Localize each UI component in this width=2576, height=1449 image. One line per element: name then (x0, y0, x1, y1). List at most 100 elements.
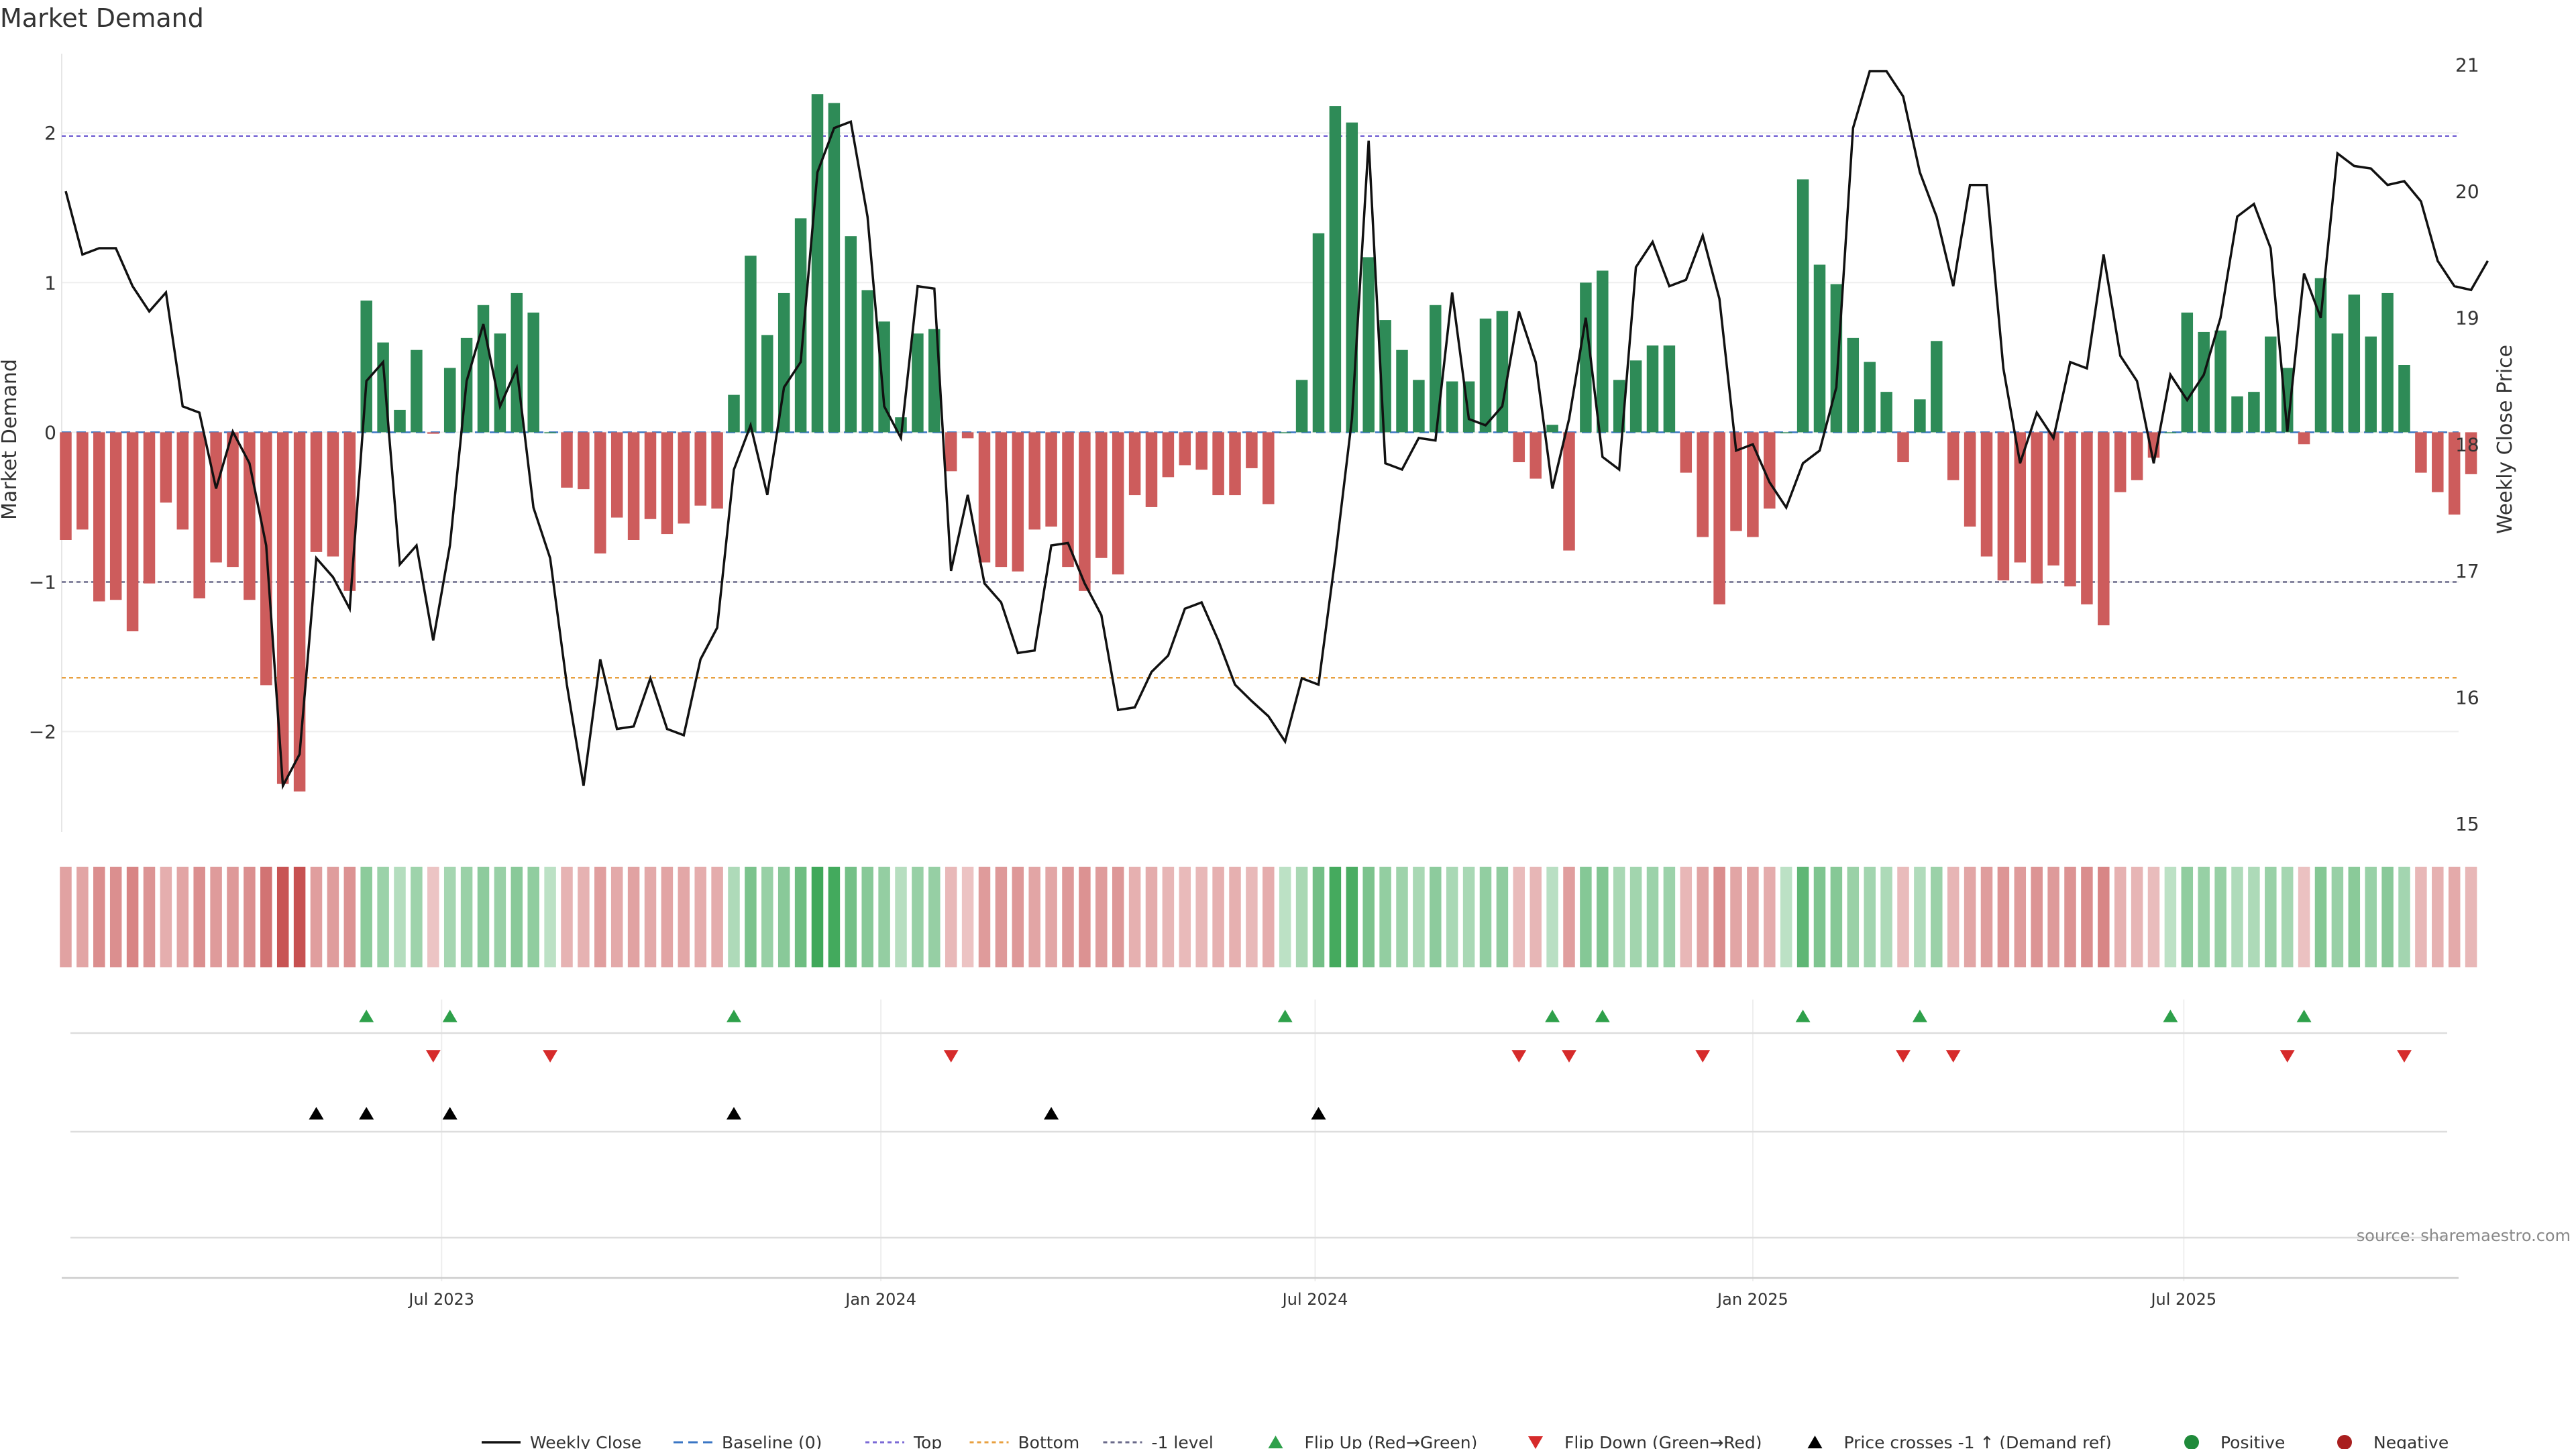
demand-bar (544, 432, 556, 433)
demand-bar (594, 432, 606, 554)
heat-cell (527, 867, 539, 967)
heat-cell (60, 867, 72, 967)
legend-swatch-triangle-up (1807, 1436, 1823, 1448)
heat-cell (1563, 867, 1575, 967)
y2-axis-label: Weekly Close Price (2493, 345, 2517, 534)
demand-bar (1864, 362, 1876, 433)
heat-cell (443, 867, 456, 967)
legend-item: -1 level (1103, 1433, 1214, 1449)
heat-cell (2314, 867, 2327, 967)
demand-bar (578, 432, 590, 490)
demand-bar (745, 256, 757, 433)
heat-cell (1195, 867, 1208, 967)
demand-bar (1045, 432, 1057, 527)
demand-bar (1312, 233, 1325, 433)
demand-bar (1529, 432, 1542, 479)
legend-label: Top (913, 1433, 942, 1449)
heat-cell (2398, 867, 2410, 967)
heat-cell (694, 867, 706, 967)
heat-cell (1646, 867, 1659, 967)
demand-bar (1329, 106, 1342, 433)
heat-cell (945, 867, 957, 967)
heat-cell (594, 867, 606, 967)
heat-cell (343, 867, 356, 967)
y2-axis-ticks: 15 16 17 18 19 20 21 (2455, 54, 2479, 835)
heat-cell (93, 867, 105, 967)
heat-cell (193, 867, 205, 967)
demand-bar (1479, 318, 1492, 433)
demand-bars (60, 94, 2477, 792)
heat-cell (1997, 867, 2010, 967)
legend-item: Baseline (0) (674, 1433, 822, 1449)
demand-bar (1680, 432, 1693, 473)
demand-bar (1546, 425, 1558, 433)
heat-cell (928, 867, 941, 967)
x-tick-label: Jul 2023 (407, 1290, 474, 1309)
demand-bar (1396, 350, 1408, 433)
heat-cell (2047, 867, 2059, 967)
demand-bar (1646, 345, 1659, 433)
heat-cell (745, 867, 757, 967)
heat-cell (1663, 867, 1676, 967)
demand-bar (694, 432, 706, 506)
heat-cell (2331, 867, 2344, 967)
demand-bar (2014, 432, 2027, 563)
demand-bar (1062, 432, 1074, 568)
demand-bar (2064, 432, 2076, 587)
heat-cell (2231, 867, 2243, 967)
heat-cell (1212, 867, 1224, 967)
demand-bar (2198, 331, 2210, 433)
heat-cell (777, 867, 790, 967)
heat-cell (276, 867, 289, 967)
demand-bar (2398, 365, 2410, 433)
demand-bar (1697, 432, 1709, 537)
demand-bar (828, 103, 841, 433)
heat-cell (2415, 867, 2427, 967)
legend-label: Weekly Close (530, 1433, 641, 1449)
demand-bar (210, 432, 222, 563)
demand-bar (2265, 336, 2277, 433)
heat-cell (76, 867, 89, 967)
demand-bar (2298, 432, 2310, 445)
demand-bar (327, 432, 339, 557)
heat-cell (1980, 867, 1993, 967)
heat-cell (811, 867, 824, 967)
demand-bar (1880, 392, 1892, 433)
demand-bar (1446, 381, 1458, 433)
heat-cell (1179, 867, 1191, 967)
heat-cell (544, 867, 556, 967)
heat-cell (1597, 867, 1609, 967)
demand-bar (1980, 432, 1993, 557)
heat-cell (2432, 867, 2444, 967)
demand-bar (2081, 432, 2093, 604)
legend-item: Flip Down (Green→Red) (1528, 1433, 1762, 1449)
heat-cell (2198, 867, 2210, 967)
heat-cell (1430, 867, 1442, 967)
demand-bar (1362, 257, 1375, 433)
heat-cell (2298, 867, 2310, 967)
heat-cell (1697, 867, 1709, 967)
legend-label: Negative (2373, 1433, 2449, 1449)
demand-bar (811, 94, 824, 433)
legend-item: Positive (2184, 1433, 2285, 1449)
y-tick-label: 0 (44, 421, 56, 443)
heat-cell (1145, 867, 1158, 967)
legend-label: Flip Down (Green→Red) (1564, 1433, 1762, 1449)
heat-cell (2081, 867, 2093, 967)
price-cross-marker (1311, 1107, 1326, 1120)
heat-cell (360, 867, 372, 967)
heat-cell (610, 867, 623, 967)
heat-cell (143, 867, 156, 967)
heat-cell (1312, 867, 1325, 967)
demand-bar (2031, 432, 2043, 584)
heat-cell (1947, 867, 1960, 967)
heat-cell (1813, 867, 1826, 967)
demand-bar (2381, 292, 2394, 433)
demand-bar (711, 432, 723, 509)
x-tick-label: Jul 2025 (2149, 1290, 2216, 1309)
heat-cell (1546, 867, 1558, 967)
heat-cell (895, 867, 907, 967)
demand-bar (728, 394, 740, 433)
demand-bar (1796, 179, 1809, 433)
